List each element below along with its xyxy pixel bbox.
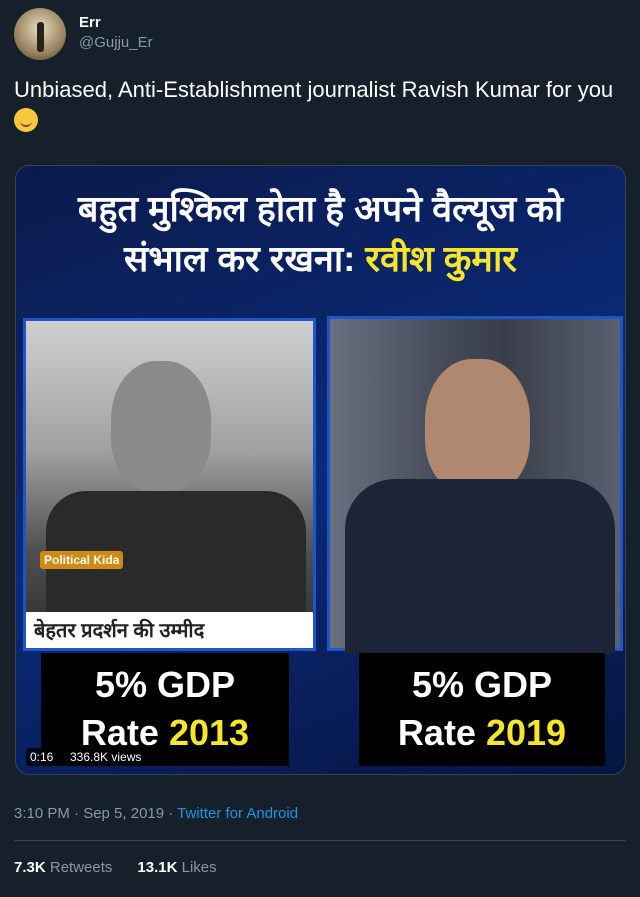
video-player[interactable]: बहुत मुश्किल होता है अपने वैल्यूज को संभ… (15, 165, 626, 775)
right-rate-label: Rate (397, 712, 476, 753)
display-name[interactable]: Err (79, 14, 101, 31)
tweet-meta: 3:10 PM · Sep 5, 2019 · Twitter for Andr… (14, 805, 298, 822)
likes-label: Likes (181, 859, 217, 876)
headline-line-1: बहुत मुश्किल होता है अपने वैल्यूज को (77, 188, 564, 229)
channel-logo: Political Kida (40, 551, 124, 569)
source-link[interactable]: Twitter for Android (177, 805, 299, 822)
left-video-frame: Political Kida बेहतर प्रदर्शन की उम्मीद (23, 318, 316, 651)
smiling-face-emoji-icon (14, 108, 38, 132)
video-views: 336.8K views (66, 748, 146, 766)
right-gdp-box: 5% GDP Rate 2019 (359, 653, 605, 766)
left-year: 2013 (168, 712, 250, 753)
left-rate-label: Rate (80, 712, 159, 753)
right-year: 2019 (485, 712, 567, 753)
tweet-text-body: Unbiased, Anti-Establishment journalist … (14, 77, 614, 102)
avatar[interactable] (14, 8, 66, 60)
video-headline: बहुत मुश्किल होता है अपने वैल्यूज को संभ… (16, 184, 625, 284)
right-gdp-label: 5% GDP (411, 664, 553, 705)
face-image (111, 361, 211, 491)
retweets-stat[interactable]: 7.3K Retweets (14, 859, 112, 876)
left-caption: बेहतर प्रदर्शन की उम्मीद (26, 612, 313, 648)
tweet-text: Unbiased, Anti-Establishment journalist … (14, 74, 624, 138)
divider (14, 840, 626, 841)
headline-line-2: संभाल कर रखना: (123, 238, 356, 279)
retweets-label: Retweets (49, 859, 113, 876)
likes-count: 13.1K (137, 859, 178, 876)
body-image (345, 479, 615, 654)
face-image (425, 359, 530, 494)
retweets-count: 7.3K (14, 859, 46, 876)
video-duration: 0:16 (26, 748, 58, 766)
left-gdp-label: 5% GDP (94, 664, 236, 705)
headline-name: रवीश कुमार (365, 238, 517, 279)
left-gdp-box: 5% GDP Rate 2013 (41, 653, 289, 766)
likes-stat[interactable]: 13.1K Likes (137, 859, 216, 876)
right-video-frame (327, 316, 623, 654)
timestamp[interactable]: 3:10 PM · Sep 5, 2019 · (14, 805, 174, 822)
tweet-stats: 7.3K Retweets 13.1K Likes (14, 859, 217, 876)
user-handle[interactable]: @Gujju_Er (79, 34, 153, 51)
